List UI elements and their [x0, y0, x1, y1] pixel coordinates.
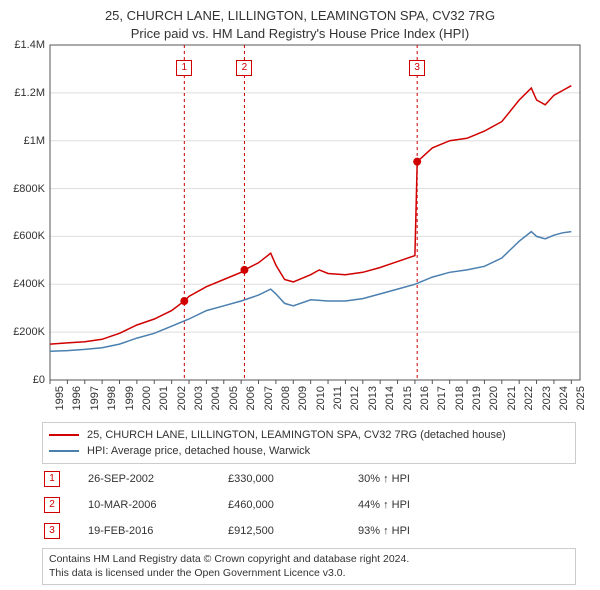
- x-tick-label: 2011: [332, 386, 344, 410]
- y-tick-label: £600K: [13, 230, 45, 242]
- legend: 25, CHURCH LANE, LILLINGTON, LEAMINGTON …: [42, 422, 576, 464]
- x-tick-label: 2002: [176, 386, 188, 410]
- x-tick-label: 2008: [280, 386, 292, 410]
- transaction-date: 19-FEB-2016: [88, 525, 228, 537]
- x-tick-label: 2000: [141, 386, 153, 410]
- x-tick-label: 2006: [245, 386, 257, 410]
- x-tick-label: 2014: [384, 386, 396, 410]
- event-marker-box: 1: [176, 60, 192, 76]
- chart-plot-area: [50, 45, 580, 380]
- footnote-line-2: This data is licensed under the Open Gov…: [49, 567, 569, 581]
- x-tick-label: 2017: [436, 386, 448, 410]
- legend-label: HPI: Average price, detached house, Warw…: [87, 445, 310, 457]
- y-tick-label: £1.2M: [14, 87, 45, 99]
- y-tick-label: £200K: [13, 326, 45, 338]
- x-tick-label: 1995: [54, 386, 66, 410]
- table-row: 1 26-SEP-2002 £330,000 30% ↑ HPI: [42, 466, 562, 492]
- x-tick-label: 2024: [558, 386, 570, 410]
- footnote-line-1: Contains HM Land Registry data © Crown c…: [49, 553, 569, 567]
- event-marker-box: 3: [409, 60, 425, 76]
- y-tick-label: £0: [33, 374, 45, 386]
- transaction-date: 26-SEP-2002: [88, 473, 228, 485]
- transaction-marker-icon: 3: [44, 523, 60, 539]
- legend-swatch: [49, 434, 79, 436]
- x-tick-label: 2019: [471, 386, 483, 410]
- title-line-1: 25, CHURCH LANE, LILLINGTON, LEAMINGTON …: [0, 8, 600, 23]
- legend-swatch: [49, 450, 79, 452]
- x-tick-label: 2015: [402, 386, 414, 410]
- transaction-marker-icon: 2: [44, 497, 60, 513]
- x-tick-label: 2009: [297, 386, 309, 410]
- table-row: 3 19-FEB-2016 £912,500 93% ↑ HPI: [42, 518, 562, 544]
- legend-label: 25, CHURCH LANE, LILLINGTON, LEAMINGTON …: [87, 429, 506, 441]
- y-tick-label: £800K: [13, 183, 45, 195]
- transaction-date: 10-MAR-2006: [88, 499, 228, 511]
- chart-container: 25, CHURCH LANE, LILLINGTON, LEAMINGTON …: [0, 0, 600, 590]
- chart-svg: [50, 45, 580, 380]
- x-tick-label: 1998: [106, 386, 118, 410]
- x-tick-label: 2018: [454, 386, 466, 410]
- y-tick-label: £1.4M: [14, 39, 45, 51]
- transaction-table: 1 26-SEP-2002 £330,000 30% ↑ HPI 2 10-MA…: [42, 466, 562, 544]
- footnote: Contains HM Land Registry data © Crown c…: [42, 548, 576, 585]
- x-tick-label: 2010: [315, 386, 327, 410]
- x-tick-label: 1996: [71, 386, 83, 410]
- x-tick-label: 2005: [228, 386, 240, 410]
- x-tick-label: 2020: [488, 386, 500, 410]
- transaction-pct: 30% ↑ HPI: [358, 473, 458, 485]
- transaction-pct: 44% ↑ HPI: [358, 499, 458, 511]
- x-tick-label: 2001: [158, 386, 170, 410]
- x-tick-label: 2022: [523, 386, 535, 410]
- legend-item: 25, CHURCH LANE, LILLINGTON, LEAMINGTON …: [49, 427, 569, 443]
- x-tick-label: 1997: [89, 386, 101, 410]
- event-marker-box: 2: [236, 60, 252, 76]
- x-tick-label: 2004: [210, 386, 222, 410]
- x-tick-label: 1999: [124, 386, 136, 410]
- transaction-price: £330,000: [228, 473, 358, 485]
- x-tick-label: 2003: [193, 386, 205, 410]
- x-tick-label: 2023: [541, 386, 553, 410]
- x-tick-label: 2012: [349, 386, 361, 410]
- x-tick-label: 2021: [506, 386, 518, 410]
- y-tick-label: £400K: [13, 278, 45, 290]
- transaction-price: £912,500: [228, 525, 358, 537]
- x-tick-label: 2016: [419, 386, 431, 410]
- x-tick-label: 2007: [263, 386, 275, 410]
- transaction-price: £460,000: [228, 499, 358, 511]
- x-tick-label: 2025: [575, 386, 587, 410]
- transaction-marker-icon: 1: [44, 471, 60, 487]
- x-tick-label: 2013: [367, 386, 379, 410]
- table-row: 2 10-MAR-2006 £460,000 44% ↑ HPI: [42, 492, 562, 518]
- title-line-2: Price paid vs. HM Land Registry's House …: [0, 26, 600, 41]
- y-tick-label: £1M: [24, 135, 45, 147]
- transaction-pct: 93% ↑ HPI: [358, 525, 458, 537]
- legend-item: HPI: Average price, detached house, Warw…: [49, 443, 569, 459]
